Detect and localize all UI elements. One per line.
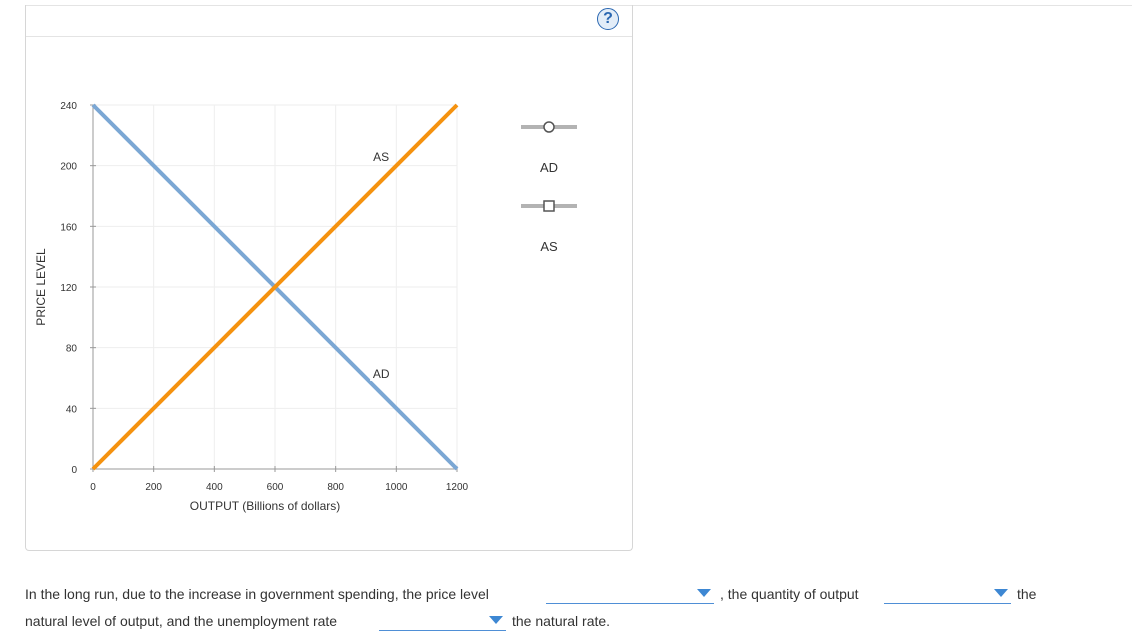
top-divider: [25, 5, 1132, 6]
dropdown-arrow-icon: [697, 589, 711, 597]
y-tick-label: 80: [66, 344, 78, 355]
series-line-as: [91, 103, 459, 471]
x-tick-label: 200: [145, 482, 162, 493]
dropdown-arrow-icon: [994, 589, 1008, 597]
square-line-icon: [521, 200, 577, 212]
help-button[interactable]: ?: [597, 8, 619, 30]
x-tick-label: 0: [90, 482, 96, 493]
unemployment-dropdown[interactable]: [379, 612, 506, 631]
series-label-as: AS: [373, 150, 389, 164]
x-axis-label: OUTPUT (Billions of dollars): [190, 499, 340, 513]
question-text-5: the natural rate.: [512, 613, 611, 629]
question-text-4: natural level of output, and the unemplo…: [25, 613, 338, 629]
series-label-ad: AD: [373, 367, 390, 381]
output-dropdown[interactable]: [884, 585, 1011, 604]
y-tick-label: 40: [66, 404, 78, 415]
question-text-3: the: [1017, 586, 1037, 602]
x-tick-label: 800: [327, 482, 344, 493]
legend-label-ad: AD: [539, 160, 559, 175]
question-mark-icon: ?: [603, 10, 613, 27]
x-tick-label: 1000: [385, 482, 408, 493]
question-text-2: , the quantity of output: [720, 586, 859, 602]
question-text-1: In the long run, due to the increase in …: [25, 586, 489, 602]
series-label-bg-as: [370, 149, 393, 165]
circle-line-icon: [521, 121, 577, 133]
series-label-bg-ad: [370, 365, 393, 381]
dropdown-arrow-icon: [489, 616, 503, 624]
y-tick-label: 0: [71, 465, 77, 476]
x-tick-label: 400: [206, 482, 223, 493]
x-tick-label: 1200: [446, 482, 469, 493]
y-tick-label: 120: [60, 283, 77, 294]
y-tick-label: 200: [60, 162, 77, 173]
y-tick-label: 160: [60, 222, 77, 233]
graph-panel: ?: [25, 5, 633, 551]
panel-header-divider: [26, 36, 632, 37]
legend-label-as: AS: [540, 239, 558, 254]
y-axis-label: PRICE LEVEL: [34, 248, 48, 326]
y-tick-label: 240: [60, 101, 77, 112]
x-tick-label: 600: [267, 482, 284, 493]
price-level-dropdown[interactable]: [546, 585, 714, 604]
legend-item-as[interactable]: AS: [520, 197, 578, 259]
legend-item-ad[interactable]: AD: [520, 118, 578, 180]
